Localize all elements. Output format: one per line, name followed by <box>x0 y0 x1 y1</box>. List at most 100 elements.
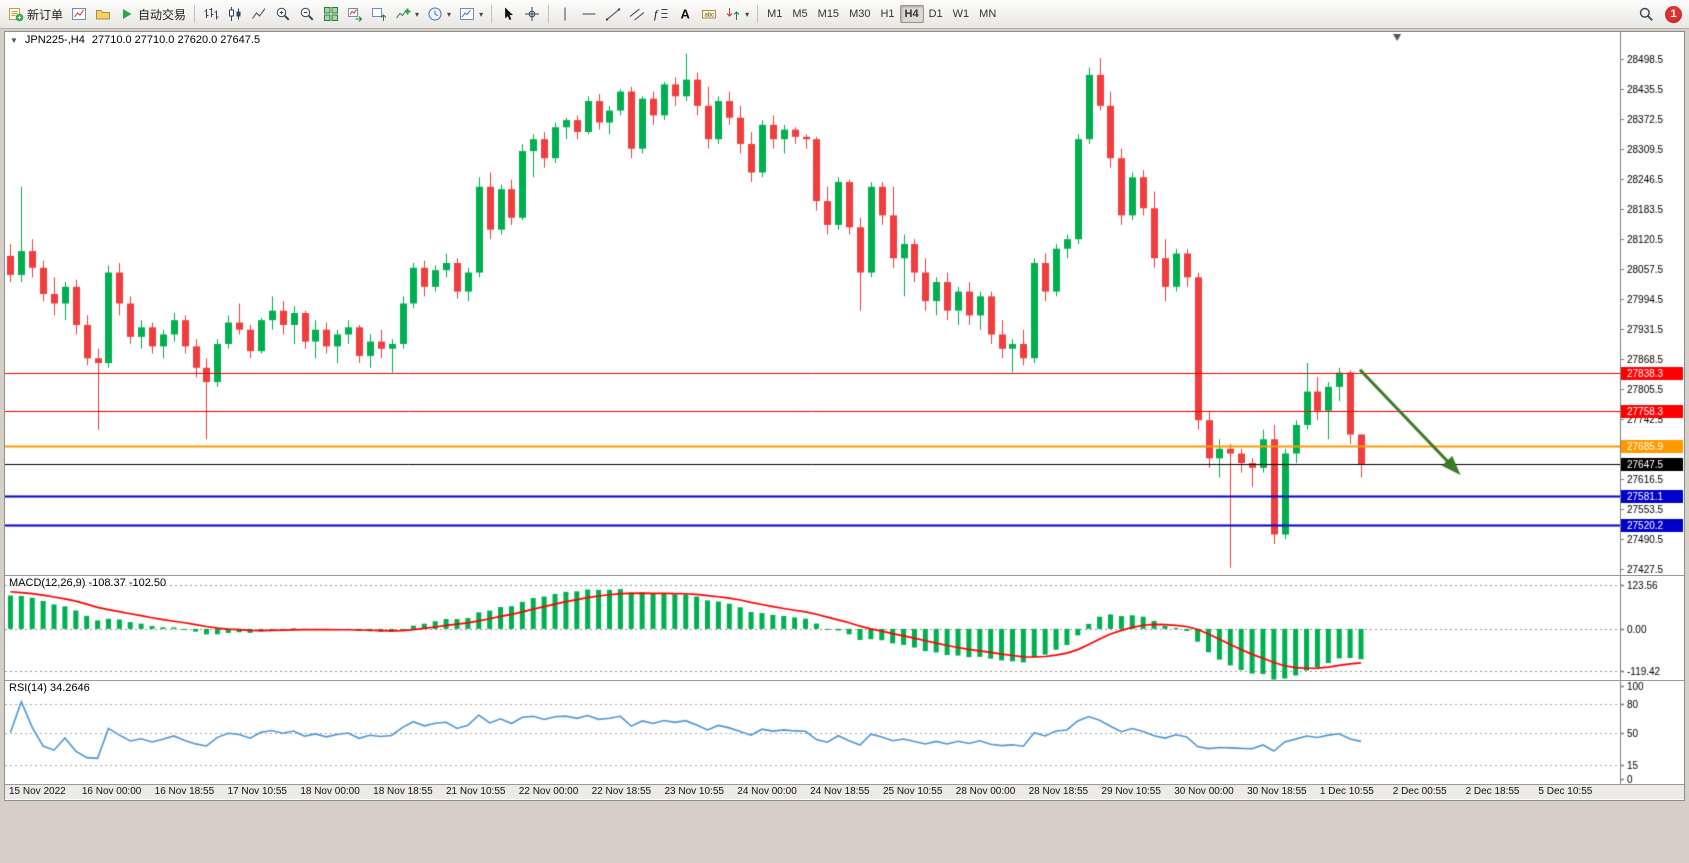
time-axis-label: 30 Nov 18:55 <box>1247 786 1307 797</box>
text-label-button[interactable]: abc <box>697 2 721 26</box>
time-axis-label: 30 Nov 00:00 <box>1174 786 1234 797</box>
timeframe-group: M1 M5 M15 M30 H1 H4 D1 W1 MN <box>762 5 1001 23</box>
svg-text:abc: abc <box>705 13 715 19</box>
chevron-down-icon: ▾ <box>479 9 484 19</box>
timeframe-button-mn[interactable]: MN <box>979 8 997 20</box>
zoom-out-button[interactable] <box>295 2 319 26</box>
indicators-button[interactable]: ▾ <box>391 2 423 26</box>
new-chart-icon <box>71 6 87 22</box>
autotrade-label: 自动交易 <box>138 7 187 22</box>
auto-scroll-icon <box>347 6 363 22</box>
timeframe-button-m1[interactable]: M1 <box>767 8 783 20</box>
toolbar-separator <box>194 5 196 23</box>
chevron-down-icon: ▾ <box>447 9 452 19</box>
profiles-button[interactable] <box>91 2 115 26</box>
time-axis-label: 2 Dec 00:55 <box>1392 786 1447 797</box>
line-chart-icon <box>251 6 267 22</box>
line-chart-button[interactable] <box>247 2 271 26</box>
auto-scroll-button[interactable] <box>343 2 367 26</box>
zoom-out-icon <box>299 6 315 22</box>
time-axis-label: 24 Nov 00:00 <box>737 786 797 797</box>
vertical-line-button[interactable] <box>553 2 577 26</box>
time-axis-label: 16 Nov 18:55 <box>154 786 215 797</box>
arrows-icon <box>725 6 741 22</box>
toolbar-separator <box>757 5 759 23</box>
candlestick-chart-button[interactable] <box>223 2 247 26</box>
text-button[interactable]: A <box>673 2 697 26</box>
time-axis[interactable]: 15 Nov 2022 16 Nov 00:00 16 Nov 18:55 17 No… <box>5 784 1684 799</box>
timeframe-button-m15[interactable]: M15 <box>817 8 840 20</box>
fibonacci-icon: f <box>653 6 669 22</box>
svg-text:A: A <box>681 7 691 22</box>
time-axis-label: 1 Dec 10:55 <box>1319 786 1374 797</box>
time-axis-label: 28 Nov 00:00 <box>955 786 1016 797</box>
horizontal-line-icon <box>581 6 597 22</box>
crosshair-icon <box>524 6 540 22</box>
equidistant-channel-button[interactable] <box>625 2 649 26</box>
rsi-label: RSI(14) 34.2646 <box>9 682 90 694</box>
time-axis-label: 2 Dec 18:55 <box>1465 786 1520 797</box>
tile-windows-button[interactable] <box>319 2 343 26</box>
new-order-button[interactable]: 新订单 <box>4 2 67 26</box>
timeframe-button-h1[interactable]: H1 <box>880 8 895 20</box>
main-chart-canvas[interactable] <box>5 32 1684 575</box>
time-axis-label: 22 Nov 00:00 <box>518 786 579 797</box>
periods-button[interactable]: ▾ <box>423 2 455 26</box>
zoom-in-icon <box>275 6 291 22</box>
rsi-canvas[interactable] <box>5 681 1684 784</box>
time-axis-label: 25 Nov 10:55 <box>882 786 943 797</box>
templates-icon <box>459 6 475 22</box>
notification-badge[interactable]: 1 <box>1665 5 1682 23</box>
toolbar-separator <box>548 5 550 23</box>
chevron-down-icon: ▾ <box>745 9 750 19</box>
timeframe-button-w1[interactable]: W1 <box>952 8 970 20</box>
chart-ohlc-values: 27710.0 27710.0 27620.0 27647.5 <box>91 34 261 46</box>
time-axis-label: 21 Nov 10:55 <box>445 786 506 797</box>
arrows-button[interactable]: ▾ <box>721 2 753 26</box>
autotrade-icon <box>119 6 135 22</box>
chart-window: ▼ JPN225-,H4 27710.0 27710.0 27620.0 276… <box>4 31 1685 801</box>
horizontal-line-button[interactable] <box>577 2 601 26</box>
fibonacci-button[interactable]: f <box>649 2 673 26</box>
time-axis-label: 16 Nov 00:00 <box>81 786 142 797</box>
candlestick-chart-icon <box>227 6 243 22</box>
cursor-button[interactable] <box>496 2 520 26</box>
new-order-label: 新订单 <box>27 7 64 22</box>
time-axis-label: 24 Nov 18:55 <box>810 786 870 797</box>
timeframe-button-d1[interactable]: D1 <box>928 8 943 20</box>
search-button[interactable] <box>1634 2 1658 26</box>
time-axis-label: 28 Nov 18:55 <box>1028 786 1089 797</box>
timeframe-button-m30[interactable]: M30 <box>849 8 871 20</box>
indicators-icon <box>395 6 411 22</box>
text-icon: A <box>677 6 693 22</box>
bar-chart-button[interactable] <box>199 2 223 26</box>
macd-pane: MACD(12,26,9) -108.37 -102.50 <box>5 575 1684 680</box>
zoom-in-button[interactable] <box>271 2 295 26</box>
macd-canvas[interactable] <box>5 576 1684 680</box>
time-axis-label: 23 Nov 10:55 <box>664 786 724 797</box>
timeframe-button-m5[interactable]: M5 <box>792 8 808 20</box>
chevron-down-icon: ▾ <box>415 9 420 19</box>
time-axis-label: 5 Dec 10:55 <box>1538 786 1593 797</box>
main-price-pane: ▼ JPN225-,H4 27710.0 27710.0 27620.0 276… <box>5 32 1684 575</box>
bottom-margin <box>0 801 1689 861</box>
chart-shift-button[interactable] <box>367 2 391 26</box>
trendline-button[interactable] <box>601 2 625 26</box>
timeframe-button-h4[interactable]: H4 <box>899 5 924 23</box>
chart-title-bar: ▼ JPN225-,H4 27710.0 27710.0 27620.0 276… <box>10 34 260 46</box>
autotrade-button[interactable]: 自动交易 <box>115 2 190 26</box>
crosshair-button[interactable] <box>520 2 544 26</box>
svg-text:f: f <box>654 7 659 21</box>
vertical-line-icon <box>557 6 573 22</box>
templates-button[interactable]: ▾ <box>455 2 487 26</box>
time-axis-label: 17 Nov 10:55 <box>227 786 287 797</box>
search-icon <box>1638 6 1654 22</box>
macd-label: MACD(12,26,9) -108.37 -102.50 <box>9 577 167 589</box>
new-chart-button[interactable] <box>67 2 91 26</box>
time-axis-label: 18 Nov 18:55 <box>373 786 433 797</box>
tile-windows-icon <box>323 6 339 22</box>
time-axis-label: 22 Nov 18:55 <box>591 786 652 797</box>
bar-chart-icon <box>203 6 219 22</box>
chart-symbol-period: JPN225-,H4 <box>24 34 85 46</box>
toolbar-right-group: 1 <box>1634 2 1685 26</box>
